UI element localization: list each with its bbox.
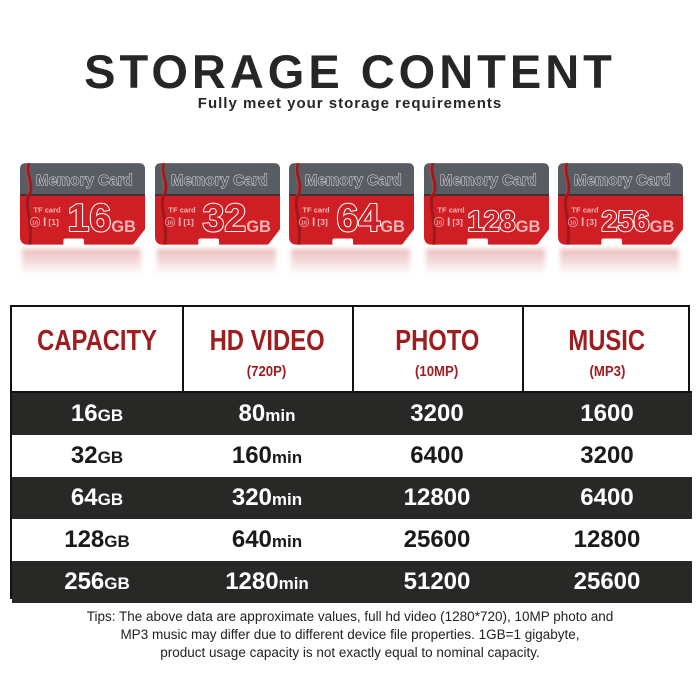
svg-text:10: 10: [570, 220, 576, 226]
svg-text:TF card: TF card: [437, 206, 465, 215]
svg-text:[3]: [3]: [586, 217, 597, 227]
svg-text:Memory Card: Memory Card: [171, 172, 268, 189]
svg-text:I: I: [581, 215, 584, 229]
svg-text:10: 10: [436, 220, 442, 226]
svg-text:[1]: [1]: [183, 217, 194, 227]
svg-text:Memory Card: Memory Card: [440, 172, 537, 189]
svg-text:[3]: [3]: [317, 217, 328, 227]
svg-text:10: 10: [301, 220, 307, 226]
svg-text:TF card: TF card: [168, 206, 196, 215]
svg-text:10: 10: [167, 220, 173, 226]
svg-text:[1]: [1]: [48, 217, 59, 227]
svg-text:I: I: [178, 215, 181, 229]
svg-text:10: 10: [32, 220, 38, 226]
svg-text:TF card: TF card: [33, 206, 61, 215]
svg-text:Memory Card: Memory Card: [305, 172, 402, 189]
svg-text:I: I: [447, 215, 450, 229]
svg-text:I: I: [43, 215, 46, 229]
svg-text:I: I: [312, 215, 315, 229]
svg-text:Memory Card: Memory Card: [36, 172, 133, 189]
svg-text:TF card: TF card: [302, 206, 330, 215]
svg-text:TF card: TF card: [571, 206, 599, 215]
svg-text:Memory Card: Memory Card: [574, 172, 671, 189]
svg-text:[3]: [3]: [452, 217, 463, 227]
